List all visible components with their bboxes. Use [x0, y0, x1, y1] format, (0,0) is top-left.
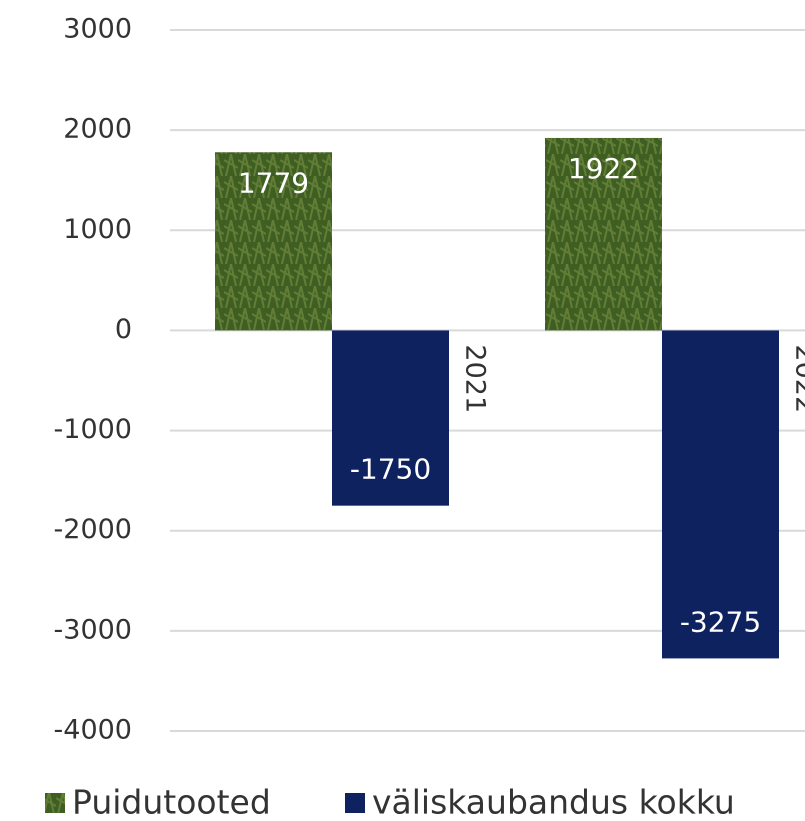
y-tick-label: -2000 [54, 514, 132, 545]
legend-label: väliskaubandus kokku [372, 783, 735, 821]
y-tick-label: -1000 [54, 414, 132, 445]
y-tick-label: 1000 [63, 214, 132, 245]
value-label: 1922 [568, 152, 639, 185]
x-tick-label: 2022 [790, 344, 805, 413]
value-label: -1750 [350, 453, 431, 486]
y-tick-label: 0 [115, 314, 132, 345]
bar [662, 330, 779, 659]
bar-texture [215, 152, 332, 331]
y-tick-label: -4000 [54, 715, 132, 746]
bar [332, 330, 449, 506]
value-label: 1779 [238, 166, 309, 199]
x-tick-label: 2021 [460, 344, 491, 413]
legend-label: Puidutooted [72, 783, 271, 821]
bar-texture [545, 137, 662, 331]
value-label: -3275 [680, 605, 761, 638]
legend-texture [45, 793, 65, 813]
legend-swatch [345, 793, 365, 813]
y-tick-label: 2000 [63, 114, 132, 145]
y-tick-label: -3000 [54, 614, 132, 645]
y-tick-label: 3000 [63, 14, 132, 45]
